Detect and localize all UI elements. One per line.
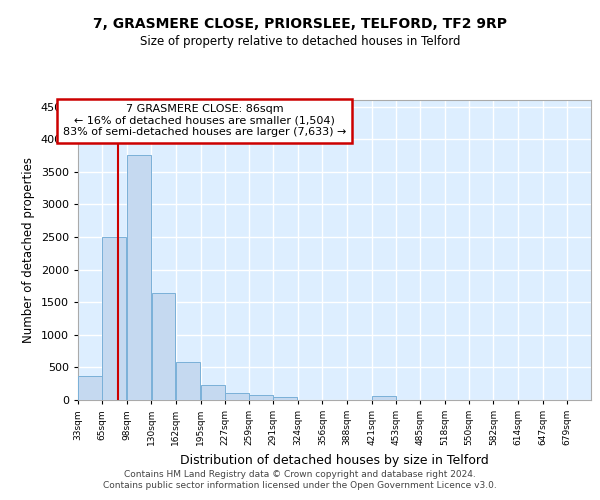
Bar (225, 394, 249, 400)
Bar (371, 396, 395, 400)
Text: Contains public sector information licensed under the Open Government Licence v3: Contains public sector information licen… (103, 481, 497, 490)
Text: Contains HM Land Registry data © Crown copyright and database right 2024.: Contains HM Land Registry data © Crown c… (124, 470, 476, 479)
Text: 7, GRASMERE CLOSE, PRIORSLEE, TELFORD, TF2 9RP: 7, GRASMERE CLOSE, PRIORSLEE, TELFORD, T… (93, 18, 507, 32)
Bar (249, 396, 273, 400)
Bar (127, 156, 151, 400)
Bar (200, 385, 224, 400)
Text: Size of property relative to detached houses in Telford: Size of property relative to detached ho… (140, 35, 460, 48)
Bar (103, 237, 127, 400)
Bar (78, 376, 102, 400)
Text: 7 GRASMERE CLOSE: 86sqm
← 16% of detached houses are smaller (1,504)
83% of semi: 7 GRASMERE CLOSE: 86sqm ← 16% of detache… (62, 104, 346, 138)
Bar (152, 293, 175, 400)
Y-axis label: Number of detached properties: Number of detached properties (22, 157, 35, 343)
X-axis label: Distribution of detached houses by size in Telford: Distribution of detached houses by size … (180, 454, 489, 466)
Bar (176, 362, 200, 400)
Bar (274, 396, 298, 400)
